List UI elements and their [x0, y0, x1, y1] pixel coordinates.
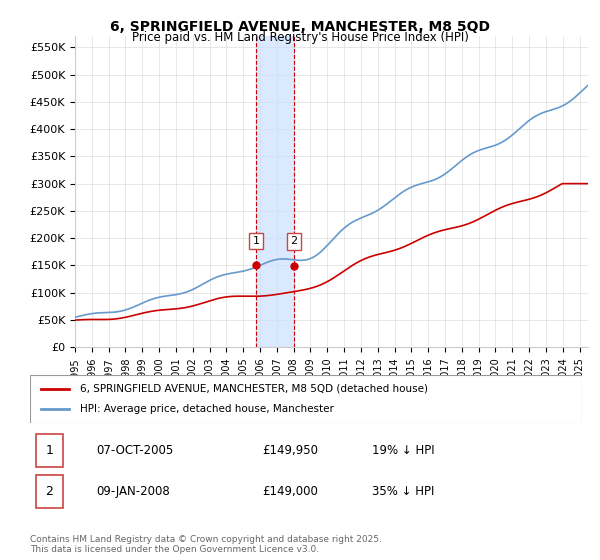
Text: 2: 2: [46, 486, 53, 498]
FancyBboxPatch shape: [35, 435, 63, 468]
Text: 6, SPRINGFIELD AVENUE, MANCHESTER, M8 5QD: 6, SPRINGFIELD AVENUE, MANCHESTER, M8 5Q…: [110, 20, 490, 34]
Text: £149,950: £149,950: [262, 445, 318, 458]
Text: 07-OCT-2005: 07-OCT-2005: [96, 445, 173, 458]
Text: £149,000: £149,000: [262, 486, 318, 498]
Text: 2: 2: [290, 236, 298, 246]
Text: 19% ↓ HPI: 19% ↓ HPI: [372, 445, 435, 458]
Text: Contains HM Land Registry data © Crown copyright and database right 2025.
This d: Contains HM Land Registry data © Crown c…: [30, 535, 382, 554]
Text: 09-JAN-2008: 09-JAN-2008: [96, 486, 170, 498]
Text: 6, SPRINGFIELD AVENUE, MANCHESTER, M8 5QD (detached house): 6, SPRINGFIELD AVENUE, MANCHESTER, M8 5Q…: [80, 384, 428, 394]
Bar: [256, 36, 294, 347]
Text: 35% ↓ HPI: 35% ↓ HPI: [372, 486, 434, 498]
Text: Price paid vs. HM Land Registry's House Price Index (HPI): Price paid vs. HM Land Registry's House …: [131, 31, 469, 44]
Text: 1: 1: [46, 445, 53, 458]
FancyBboxPatch shape: [30, 375, 582, 423]
Text: HPI: Average price, detached house, Manchester: HPI: Average price, detached house, Manc…: [80, 404, 334, 414]
Text: 1: 1: [253, 236, 260, 246]
FancyBboxPatch shape: [35, 475, 63, 508]
